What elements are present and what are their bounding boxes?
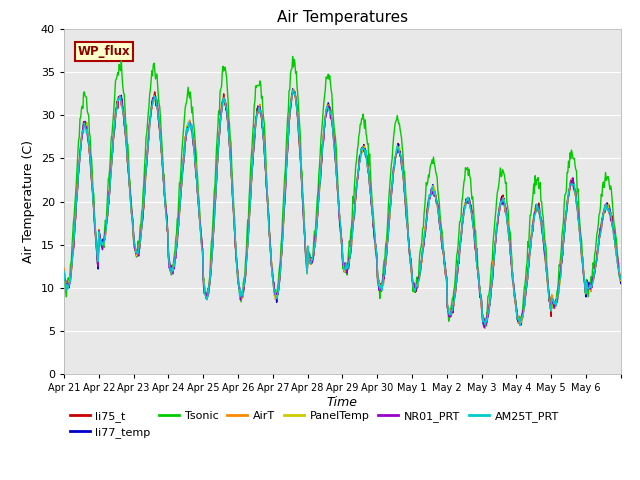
Y-axis label: Air Temperature (C): Air Temperature (C) bbox=[22, 140, 35, 263]
Legend: li75_t, li77_temp, Tsonic, AirT, PanelTemp, NR01_PRT, AM25T_PRT: li75_t, li77_temp, Tsonic, AirT, PanelTe… bbox=[70, 410, 559, 438]
Text: WP_flux: WP_flux bbox=[78, 45, 131, 58]
Title: Air Temperatures: Air Temperatures bbox=[277, 10, 408, 25]
X-axis label: Time: Time bbox=[327, 396, 358, 409]
